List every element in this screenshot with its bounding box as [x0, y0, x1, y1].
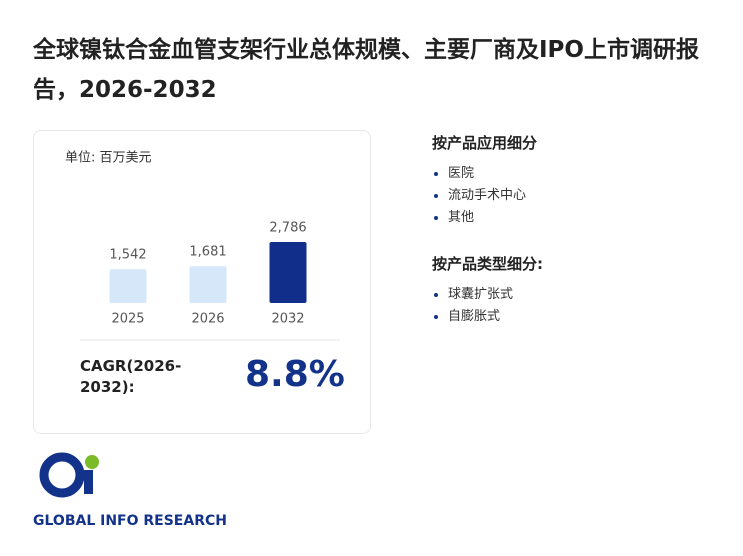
x-tick-label: 2026 [191, 312, 224, 327]
cagr-value: 8.8% [245, 354, 345, 395]
x-tick-label: 2032 [271, 312, 304, 327]
logo-mark [39, 452, 85, 498]
segment-title: 按产品应用细分 [432, 134, 538, 152]
segment-item: 医院 [448, 163, 712, 185]
segment-list: 球囊扩张式自膨胀式 [432, 284, 712, 328]
segment-item: 流动手术中心 [448, 185, 712, 207]
bar [109, 269, 147, 303]
value-label: 2,786 [269, 221, 306, 236]
unit: 单位: 百万美元 [65, 151, 152, 166]
value-label: 1,681 [189, 245, 226, 260]
segment-item: 其他 [448, 207, 712, 229]
bar [269, 242, 307, 303]
x-tick-label: 2025 [111, 312, 144, 327]
segment-item: 自膨胀式 [448, 306, 712, 328]
cagr-label: CAGR(2026-2032): [80, 357, 182, 396]
segment: 按产品类型细分: 球囊扩张式自膨胀式 [432, 253, 712, 328]
value-label: 1,542 [109, 248, 146, 263]
segment-item: 球囊扩张式 [448, 284, 712, 306]
card [33, 130, 371, 434]
title: 全球镍钛合金血管支架行业总体规模、主要厂商及IPO上市调研报告，2026-203… [33, 37, 699, 103]
logo-mark [84, 470, 93, 494]
logo-mark [85, 455, 99, 469]
segment: 按产品应用细分医院流动手术中心其他 [432, 132, 712, 229]
logo-text: GLOBAL INFO RESEARCH [33, 513, 227, 529]
bar [189, 266, 227, 303]
segment-title: 按产品类型细分: [432, 255, 543, 273]
segment-list: 医院流动手术中心其他 [432, 163, 712, 229]
